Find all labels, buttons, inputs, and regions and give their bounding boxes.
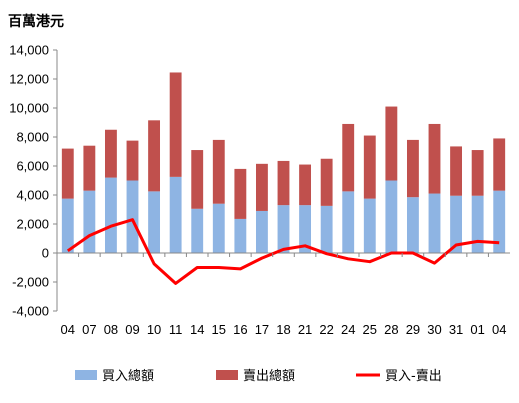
- legend-swatch-sell: [216, 370, 238, 380]
- bar-sell-total: [234, 168, 247, 219]
- bar-sell-total: [255, 163, 268, 211]
- y-tick-label: 14,000: [9, 43, 49, 58]
- bar-buy-total: [234, 218, 247, 253]
- net-line: [66, 218, 500, 285]
- x-tick-label: 09: [125, 322, 139, 337]
- bar-sell-total: [148, 120, 161, 192]
- legend: 買入總額 賣出總額 買入-賣出: [75, 368, 442, 384]
- x-axis-ticks: 04 07 08 09 10 11 14 15 16 17 18 21 22 24 25 28 29 30 31 01…: [56, 253, 506, 337]
- y-tick-label: 10,000: [9, 101, 49, 116]
- x-tick-label: 29: [406, 322, 420, 337]
- bar-sell-total: [493, 138, 506, 191]
- x-tick-label: 14: [190, 322, 204, 337]
- y-tick-label: 12,000: [9, 72, 49, 87]
- x-tick-label: 25: [363, 322, 377, 337]
- bar-sell-total: [277, 160, 290, 206]
- x-tick-label: 21: [298, 322, 312, 337]
- y-tick-label: 6,000: [16, 159, 49, 174]
- bars: [61, 72, 506, 253]
- x-tick-label: 08: [104, 322, 118, 337]
- bar-buy-total: [320, 205, 333, 253]
- bar-buy-total: [450, 195, 463, 253]
- x-tick-label: 04: [61, 322, 75, 337]
- y-tick-label: -2,000: [12, 275, 49, 290]
- bar-buy-total: [406, 197, 419, 253]
- bar-buy-total: [61, 198, 74, 253]
- x-tick-label: 10: [147, 322, 161, 337]
- bar-sell-total: [169, 72, 182, 177]
- x-tick-label: 30: [427, 322, 441, 337]
- bar-sell-total: [320, 158, 333, 206]
- x-tick-label: 11: [169, 322, 183, 337]
- y-tick-label: 2,000: [16, 217, 49, 232]
- x-tick-label: 15: [212, 322, 226, 337]
- bar-buy-total: [363, 198, 376, 253]
- bar-buy-total: [255, 210, 268, 253]
- bar-buy-total: [191, 208, 204, 253]
- x-tick-label: 28: [384, 322, 398, 337]
- bar-buy-total: [104, 177, 117, 253]
- x-tick-label: 04: [492, 322, 506, 337]
- x-tick-label: 07: [82, 322, 96, 337]
- chart-title: 百萬港元: [8, 13, 64, 30]
- bar-sell-total: [385, 106, 398, 181]
- legend-label-buy: 買入總額: [102, 368, 154, 384]
- bar-sell-total: [450, 146, 463, 196]
- bar-sell-total: [61, 148, 74, 199]
- y-tick-label: 4,000: [16, 188, 49, 203]
- x-tick-label: 17: [255, 322, 269, 337]
- bar-sell-total: [104, 129, 117, 178]
- bar-buy-total: [148, 191, 161, 253]
- bar-sell-total: [212, 139, 225, 204]
- bar-buy-total: [169, 176, 182, 253]
- bar-buy-total: [471, 195, 484, 253]
- bar-buy-total: [342, 191, 355, 253]
- bar-buy-total: [428, 193, 441, 253]
- x-tick-label: 01: [470, 322, 484, 337]
- bar-sell-total: [428, 123, 441, 194]
- legend-label-net: 買入-賣出: [385, 369, 442, 384]
- bar-buy-total: [83, 190, 96, 253]
- legend-label-sell: 賣出總額: [243, 368, 295, 384]
- x-tick-label: 24: [341, 322, 355, 337]
- bar-buy-total: [385, 180, 398, 253]
- bar-buy-total: [212, 203, 225, 253]
- bar-buy-total: [299, 205, 312, 253]
- x-tick-label: 22: [319, 322, 333, 337]
- x-tick-label: 18: [276, 322, 290, 337]
- plot-area: -4,000 -2,000 0 2,000 4,000 6,000 8,000 10,000 1…: [9, 43, 510, 337]
- bar-sell-total: [126, 140, 139, 181]
- bar-buy-total: [277, 205, 290, 253]
- y-tick-label: 0: [42, 246, 49, 261]
- bar-sell-total: [471, 150, 484, 196]
- bar-buy-total: [126, 180, 139, 253]
- x-tick-label: 16: [233, 322, 247, 337]
- y-tick-label: 8,000: [16, 130, 49, 145]
- bar-sell-total: [342, 123, 355, 192]
- y-tick-label: -4,000: [12, 304, 49, 319]
- y-axis-ticks: -4,000 -2,000 0 2,000 4,000 6,000 8,000 10,000 1…: [9, 43, 57, 319]
- bar-sell-total: [406, 139, 419, 198]
- bar-sell-total: [299, 164, 312, 206]
- net-line-series: [66, 218, 500, 285]
- x-tick-label: 31: [449, 322, 463, 337]
- bar-sell-total: [363, 135, 376, 199]
- bar-sell-total: [191, 150, 204, 209]
- bar-sell-total: [83, 145, 96, 191]
- legend-swatch-buy: [75, 370, 97, 380]
- bar-buy-total: [493, 190, 506, 253]
